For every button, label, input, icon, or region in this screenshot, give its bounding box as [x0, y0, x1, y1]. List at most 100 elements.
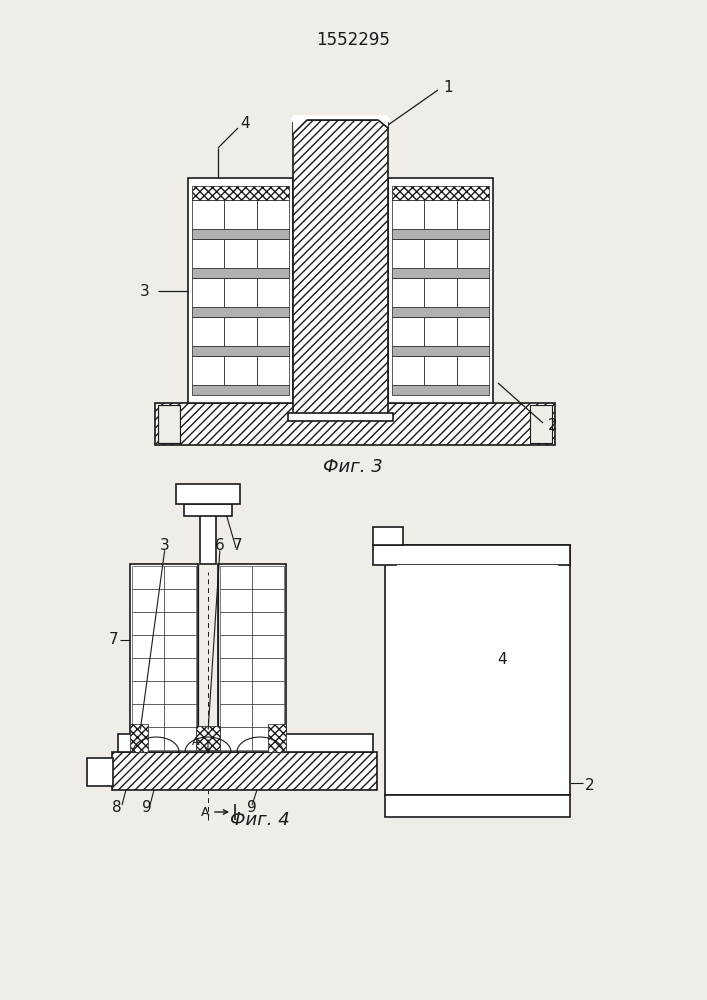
Bar: [530, 405, 552, 443]
Text: 2: 2: [585, 778, 595, 792]
Bar: [188, 178, 293, 403]
Bar: [224, 278, 257, 307]
Bar: [158, 405, 180, 443]
Bar: [373, 545, 570, 565]
Text: A: A: [201, 806, 209, 818]
Bar: [257, 356, 289, 385]
Bar: [392, 346, 489, 356]
Bar: [220, 658, 252, 681]
Bar: [257, 239, 289, 268]
Bar: [388, 178, 493, 403]
Bar: [392, 268, 489, 278]
Bar: [424, 239, 457, 268]
Bar: [288, 413, 393, 421]
Bar: [457, 239, 489, 268]
Bar: [164, 635, 196, 658]
Bar: [252, 612, 284, 635]
Bar: [132, 681, 164, 704]
Bar: [252, 635, 284, 658]
Bar: [293, 120, 388, 415]
Text: 1: 1: [443, 81, 452, 96]
Text: 6: 6: [215, 538, 225, 552]
Bar: [268, 724, 286, 752]
Text: 7: 7: [108, 633, 118, 648]
Bar: [220, 635, 252, 658]
Bar: [457, 356, 489, 385]
Bar: [257, 200, 289, 229]
Bar: [397, 565, 558, 783]
Text: Фиг. 3: Фиг. 3: [323, 458, 383, 476]
Bar: [392, 356, 424, 385]
Bar: [392, 385, 489, 395]
Bar: [196, 726, 220, 750]
Bar: [392, 307, 489, 317]
Bar: [164, 589, 196, 612]
Bar: [457, 278, 489, 307]
Text: 7: 7: [233, 538, 243, 552]
Bar: [392, 317, 424, 346]
Text: 9: 9: [247, 800, 257, 816]
Bar: [192, 229, 289, 239]
Text: A: A: [192, 737, 200, 747]
Bar: [392, 278, 424, 307]
Bar: [158, 405, 180, 443]
Bar: [164, 727, 196, 750]
Bar: [257, 317, 289, 346]
Bar: [424, 278, 457, 307]
Text: 3: 3: [140, 284, 150, 298]
Bar: [252, 727, 284, 750]
Bar: [132, 566, 164, 589]
Text: 3: 3: [160, 538, 170, 552]
Bar: [200, 504, 216, 564]
Bar: [132, 635, 164, 658]
Bar: [192, 200, 224, 229]
Bar: [130, 564, 198, 752]
Bar: [192, 278, 224, 307]
Bar: [392, 186, 489, 200]
Text: 9: 9: [142, 800, 152, 816]
Bar: [385, 545, 570, 795]
Bar: [176, 484, 240, 504]
Bar: [220, 566, 252, 589]
Bar: [164, 612, 196, 635]
Bar: [118, 734, 373, 752]
Text: 1552295: 1552295: [316, 31, 390, 49]
Text: Фиг. 4: Фиг. 4: [230, 811, 290, 829]
Bar: [192, 307, 289, 317]
Bar: [192, 186, 289, 200]
Text: 4: 4: [497, 652, 507, 668]
Bar: [220, 589, 252, 612]
Bar: [164, 566, 196, 589]
Bar: [192, 317, 224, 346]
Bar: [192, 385, 289, 395]
Bar: [424, 200, 457, 229]
Bar: [224, 200, 257, 229]
Bar: [220, 681, 252, 704]
Bar: [220, 704, 252, 727]
Text: 4: 4: [240, 115, 250, 130]
Bar: [184, 504, 232, 516]
Bar: [220, 727, 252, 750]
Bar: [257, 278, 289, 307]
Bar: [164, 704, 196, 727]
Bar: [155, 403, 555, 445]
Bar: [373, 527, 403, 545]
Bar: [132, 727, 164, 750]
Bar: [224, 356, 257, 385]
Bar: [424, 356, 457, 385]
Bar: [130, 724, 148, 752]
Bar: [252, 681, 284, 704]
Bar: [112, 752, 377, 790]
Bar: [220, 612, 252, 635]
Bar: [224, 239, 257, 268]
Text: 2: 2: [548, 418, 558, 432]
Bar: [224, 317, 257, 346]
Bar: [87, 758, 113, 786]
Bar: [392, 239, 424, 268]
Bar: [385, 795, 570, 817]
Bar: [192, 268, 289, 278]
Bar: [424, 317, 457, 346]
Polygon shape: [293, 115, 388, 135]
Bar: [192, 346, 289, 356]
Bar: [252, 704, 284, 727]
